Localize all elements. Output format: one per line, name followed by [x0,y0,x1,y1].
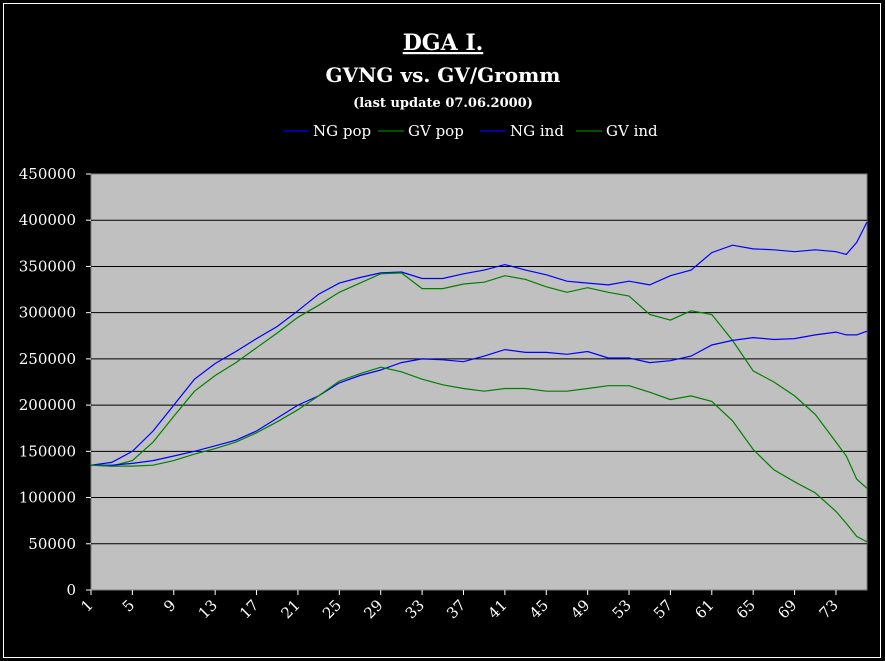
x-tick-label: 5 [119,596,138,615]
x-tick-label: 21 [278,596,304,622]
x-tick-label: 41 [484,596,510,622]
y-tick-label: 250000 [19,350,76,368]
x-tick-label: 45 [526,596,552,622]
y-tick-label: 300000 [19,304,76,322]
y-tick-label: 0 [66,581,76,599]
series-line [90,221,868,466]
x-axis: 1 5 9 13 17 21 25 29 33 37 41 45 49 53 57 61 65 69 73 [77,590,842,622]
x-tick-label: 61 [691,596,717,622]
chart-frame [3,3,881,658]
x-tick-label: 73 [816,596,842,622]
series-line [90,366,868,543]
legend-label: GV pop [408,122,464,140]
x-tick-label: 49 [567,596,593,622]
legend-label: GV ind [606,122,658,140]
y-axis: 0 50000 100000 150000 200000 250000 300000 3500… [19,165,91,599]
series-group [90,221,868,543]
series-line [90,272,868,489]
x-tick-label: 53 [609,596,635,622]
x-tick-label: 17 [236,596,262,622]
y-tick-label: 350000 [19,257,76,275]
chart-title: DGA I. [403,30,484,56]
y-tick-label: 150000 [19,442,76,460]
x-tick-label: 9 [160,596,179,615]
plot-area [90,173,868,591]
y-tick-label: 200000 [19,396,76,414]
x-tick-label: 1 [77,596,96,615]
series-line [91,330,868,466]
x-tick-label: 13 [195,596,221,622]
legend-label: NG pop [313,122,371,140]
legend-label: NG ind [510,122,564,140]
x-tick-label: 69 [774,596,800,622]
x-tick-label: 65 [733,596,759,622]
y-tick-label: 100000 [19,489,76,507]
y-tick-label: 400000 [19,211,76,229]
x-tick-label: 33 [402,596,428,622]
gridlines [91,219,867,545]
legend: NG pop GV pop NG ind GV ind [283,122,658,140]
y-tick-label: 450000 [19,165,76,183]
x-tick-label: 57 [650,596,676,622]
chart-subtitle: GVNG vs. GV/Gromm [326,63,561,87]
x-tick-label: 25 [319,596,345,622]
x-tick-label: 29 [360,596,386,622]
update-note: (last update 07.06.2000) [353,96,533,111]
x-tick-label: 37 [443,596,469,622]
y-tick-label: 50000 [28,535,76,553]
